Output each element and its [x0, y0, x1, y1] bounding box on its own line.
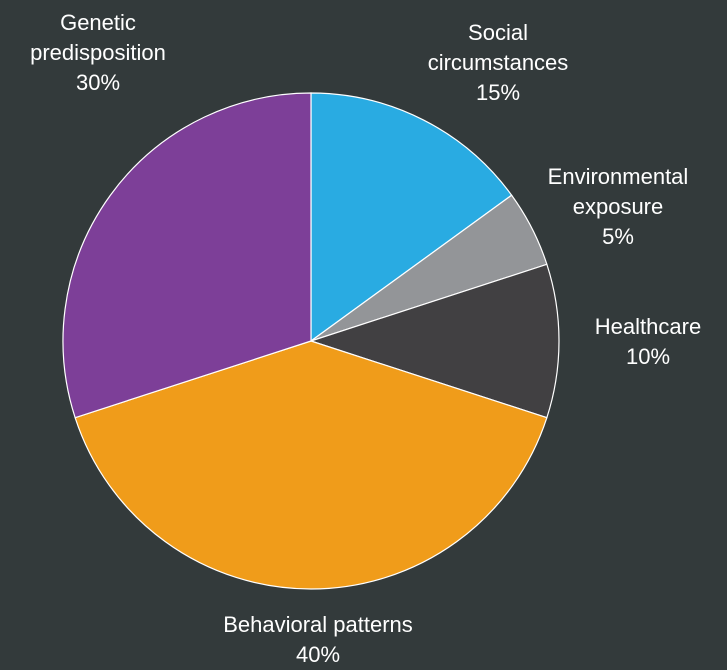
slice-value-text: 15% — [476, 80, 520, 105]
slice-value-text: 10% — [626, 344, 670, 369]
slice-label-line: exposure — [573, 194, 664, 219]
slice-label-genetic-predisposition: Genetic predisposition 30% — [30, 10, 166, 95]
pie-labels: Social circumstances 15% Environmental expos… — [30, 10, 701, 667]
slice-label-line: Behavioral patterns — [223, 612, 413, 637]
slice-label-line: Healthcare — [595, 314, 701, 339]
slice-label-behavioral-patterns: Behavioral patterns 40% — [223, 612, 413, 667]
slice-value-text: 5% — [602, 224, 634, 249]
slice-label-line: circumstances — [428, 50, 569, 75]
slice-label-line: Social — [468, 20, 528, 45]
pie-slice-healthcare — [309, 263, 560, 419]
slice-label-healthcare: Healthcare 10% — [595, 314, 701, 369]
pie-slice-social-circumstances — [310, 92, 513, 343]
slice-label-line: Genetic — [60, 10, 136, 35]
slice-label-environmental-exposure: Environmental exposure 5% — [548, 164, 689, 249]
slice-value-text: 30% — [76, 70, 120, 95]
pie-slice-behavioral-patterns — [74, 340, 548, 590]
pie-slices — [62, 92, 560, 590]
slice-label-line: Environmental — [548, 164, 689, 189]
pie-slice-genetic-predisposition — [62, 92, 312, 419]
slice-value-text: 40% — [296, 642, 340, 667]
slice-label-line: predisposition — [30, 40, 166, 65]
slice-label-social-circumstances: Social circumstances 15% — [428, 20, 569, 105]
